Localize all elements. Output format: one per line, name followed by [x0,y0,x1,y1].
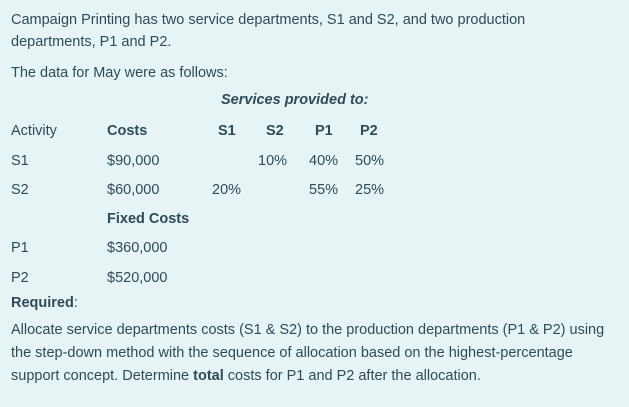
required-heading: Required: [11,295,78,311]
header-s2: S2 [266,123,284,139]
fixed-costs-label: Fixed Costs [107,211,190,227]
row-p1-costs: $360,000 [107,240,168,256]
header-p2: P2 [360,123,378,139]
row-p1-activity: P1 [11,240,29,256]
row-s1-costs: $90,000 [107,153,160,169]
row-s1-to-p2: 50% [355,153,385,169]
row-s1-activity: S1 [11,153,29,169]
task-text-before: Allocate service departments costs (S1 &… [11,322,605,384]
intro-paragraph: Campaign Printing has two service depart… [11,9,525,53]
intro-line-1: Campaign Printing has two service depart… [11,12,526,28]
row-s2-activity: S2 [11,182,29,198]
row-s2-costs: $60,000 [107,182,160,198]
header-s1: S1 [218,123,236,139]
required-task-text: Allocate service departments costs (S1 &… [11,319,623,388]
intro-line-2: departments, P1 and P2. [11,34,172,50]
data-intro-line: The data for May were as follows: [11,65,228,81]
required-colon: : [73,295,78,311]
header-p1: P1 [315,123,333,139]
row-s2-to-s1: 20% [212,182,242,198]
row-s2-to-p2: 25% [355,182,385,198]
row-s2-to-p1: 55% [309,182,339,198]
task-text-bold: total [193,368,224,384]
row-p2-activity: P2 [11,270,29,286]
services-heading: Services provided to: [221,92,369,108]
required-label: Required [11,295,74,311]
row-s1-to-p1: 40% [309,153,339,169]
header-activity: Activity [11,123,57,139]
row-p2-costs: $520,000 [107,270,168,286]
row-s1-to-s2: 10% [258,153,288,169]
task-text-after: costs for P1 and P2 after the allocation… [223,368,481,384]
header-costs: Costs [107,123,148,139]
